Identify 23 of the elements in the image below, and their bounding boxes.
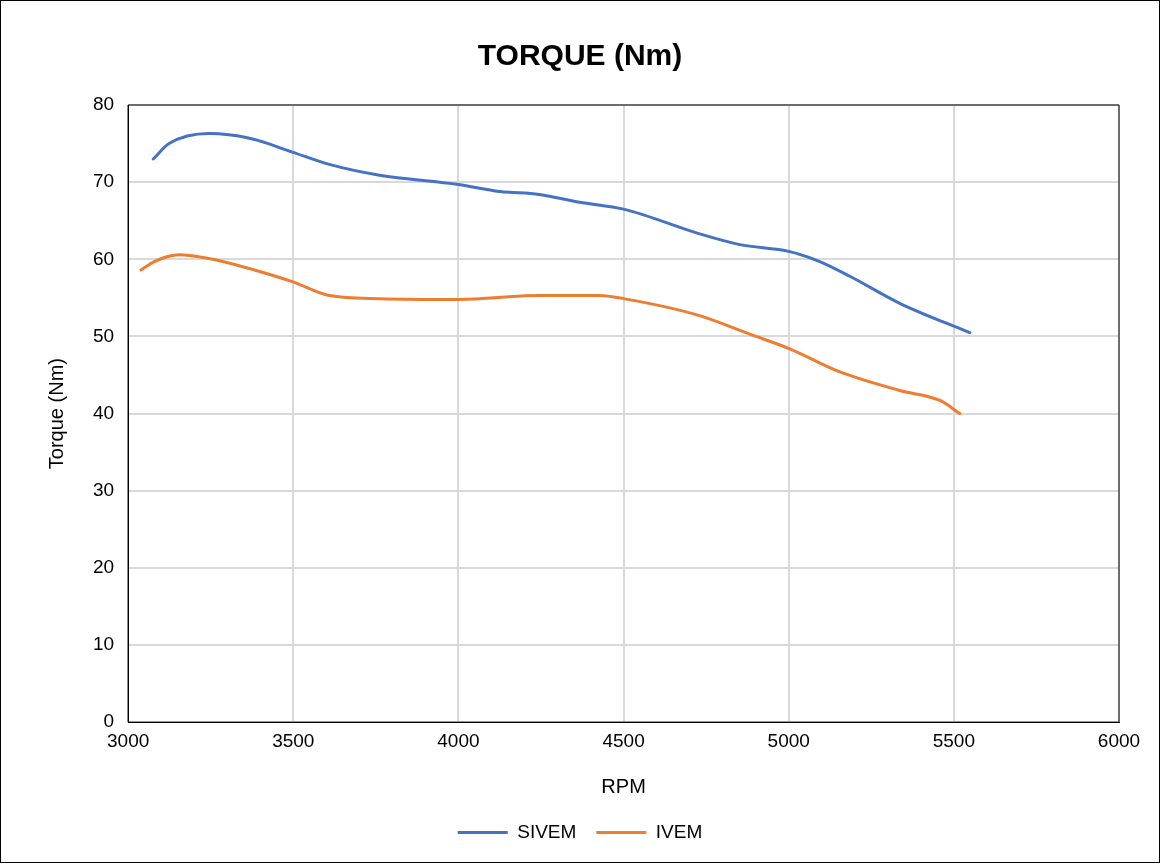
y-tick-label: 40 xyxy=(92,401,115,423)
chart-title: TORQUE (Nm) xyxy=(477,38,683,72)
x-axis-title: RPM xyxy=(601,774,646,797)
x-tick-label: 4500 xyxy=(602,729,645,751)
x-tick-label: 5500 xyxy=(932,729,975,751)
line-series xyxy=(139,253,962,416)
legend-label: IVEM xyxy=(655,820,703,842)
y-tick-label: 30 xyxy=(92,478,115,500)
line-series xyxy=(151,132,972,335)
x-tick-label: 3500 xyxy=(272,729,315,751)
x-tick-label: 5000 xyxy=(767,729,810,751)
y-tick-label: 80 xyxy=(92,93,115,115)
x-tick-label: 4000 xyxy=(437,729,480,751)
y-tick-label: 20 xyxy=(92,556,115,578)
y-tick-label: 0 xyxy=(103,710,115,732)
y-axis-title: Torque (Nm) xyxy=(44,358,67,470)
legend-label: SIVEM xyxy=(517,820,577,842)
y-tick-label: 60 xyxy=(92,247,115,269)
x-tick-label: 6000 xyxy=(1097,729,1141,751)
y-tick-label: 10 xyxy=(92,633,115,655)
y-tick-label: 50 xyxy=(92,324,115,346)
y-tick-label: 70 xyxy=(92,170,115,192)
x-tick-label: 3000 xyxy=(106,729,150,751)
